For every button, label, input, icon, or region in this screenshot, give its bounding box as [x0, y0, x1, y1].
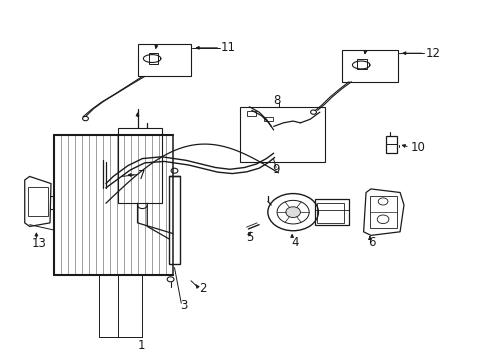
- Text: 5: 5: [246, 231, 253, 244]
- Text: 8: 8: [273, 94, 281, 107]
- Text: 11: 11: [221, 41, 236, 54]
- Bar: [264, 117, 272, 121]
- Bar: [357, 59, 366, 69]
- Text: 10: 10: [410, 141, 425, 154]
- Text: 4: 4: [290, 236, 298, 249]
- Bar: [246, 111, 255, 116]
- Text: 3: 3: [180, 299, 187, 312]
- Text: 2: 2: [199, 283, 206, 296]
- Bar: [54, 135, 173, 275]
- Text: 12: 12: [425, 47, 440, 60]
- Circle shape: [285, 207, 300, 217]
- Bar: [137, 44, 191, 76]
- Bar: [341, 50, 397, 82]
- Text: 7: 7: [137, 169, 145, 182]
- Bar: [28, 187, 47, 216]
- Bar: [239, 107, 324, 162]
- Bar: [369, 196, 396, 228]
- Text: 1: 1: [137, 338, 145, 351]
- Text: 9: 9: [272, 163, 280, 176]
- Bar: [148, 53, 158, 64]
- Bar: [314, 199, 348, 225]
- Text: 6: 6: [368, 236, 375, 249]
- Bar: [317, 203, 344, 223]
- Text: 13: 13: [32, 237, 47, 250]
- Bar: [386, 136, 396, 153]
- Bar: [118, 128, 162, 203]
- Bar: [169, 176, 180, 264]
